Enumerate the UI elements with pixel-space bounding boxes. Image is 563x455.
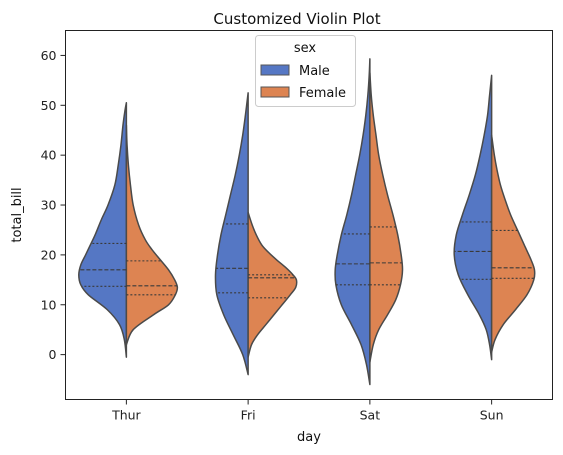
legend-swatch-female bbox=[260, 86, 290, 98]
violin-male-thur bbox=[78, 102, 128, 358]
plot-area-frame bbox=[65, 30, 553, 400]
legend-swatch-male bbox=[260, 64, 290, 76]
legend-label-female: Female bbox=[299, 86, 346, 101]
x-tick-label: Sun bbox=[480, 408, 504, 423]
violin-male-sun bbox=[453, 74, 493, 361]
legend-label-male: Male bbox=[299, 64, 330, 79]
y-axis: 0 10 20 30 40 50 60 bbox=[41, 48, 66, 362]
chart-title: Customized Violin Plot bbox=[213, 10, 380, 28]
y-tick-label: 30 bbox=[41, 198, 57, 213]
y-tick-label: 60 bbox=[41, 48, 57, 63]
y-tick-label: 10 bbox=[41, 297, 57, 312]
x-axis-label: day bbox=[297, 430, 321, 445]
violin-female-sun bbox=[490, 134, 536, 353]
y-tick-label: 40 bbox=[41, 148, 57, 163]
violin-female-fri bbox=[247, 211, 298, 358]
violin-female-thur bbox=[125, 124, 179, 346]
violin-male-sat bbox=[334, 58, 371, 386]
quartile-lines-layer bbox=[79, 221, 534, 299]
x-axis: Thur Fri Sat Sun bbox=[111, 399, 504, 423]
x-tick-label: Sat bbox=[360, 408, 381, 423]
y-tick-label: 20 bbox=[41, 247, 57, 262]
y-axis-label: total_bill bbox=[10, 187, 25, 242]
x-tick-label: Fri bbox=[241, 408, 256, 423]
violins-layer bbox=[78, 58, 536, 386]
legend: sex Male Female bbox=[255, 35, 356, 107]
y-tick-label: 50 bbox=[41, 98, 57, 113]
y-tick-label: 0 bbox=[49, 347, 57, 362]
x-tick-label: Thur bbox=[111, 408, 141, 423]
violin-female-sat bbox=[369, 72, 404, 363]
legend-title: sex bbox=[294, 41, 317, 56]
violin-male-fri bbox=[214, 92, 249, 376]
